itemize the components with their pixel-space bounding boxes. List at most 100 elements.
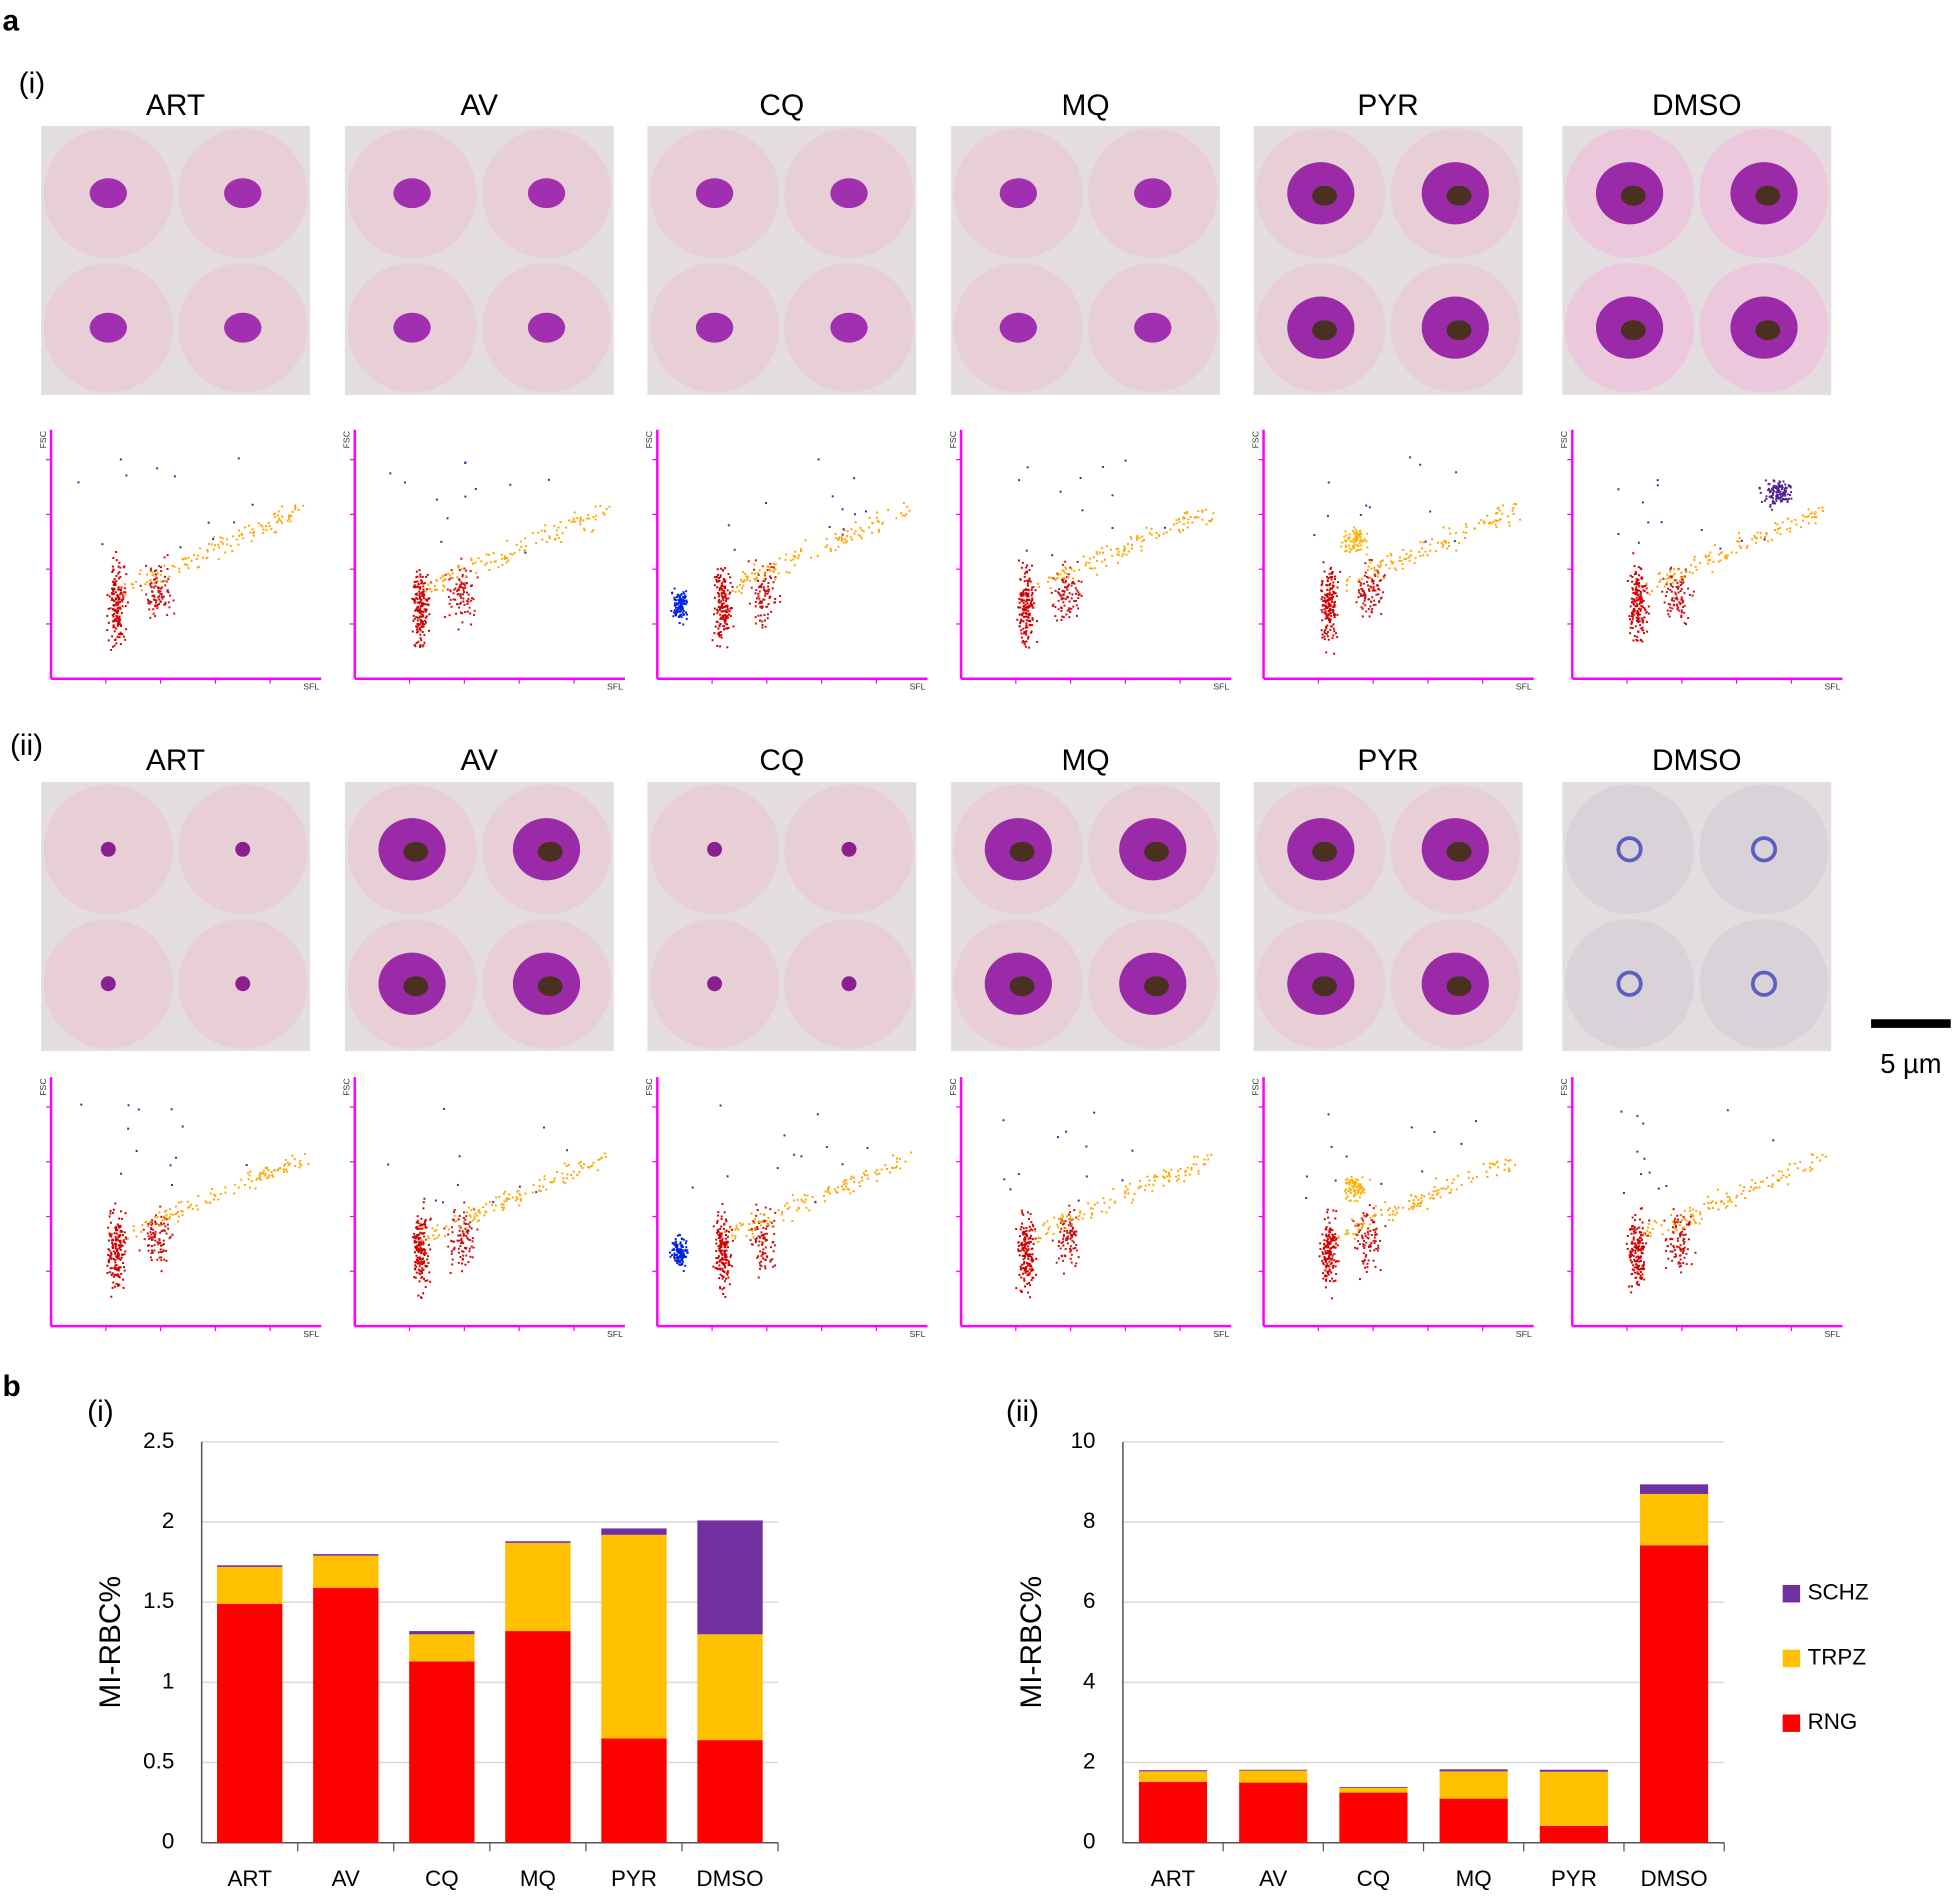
event (419, 593, 421, 595)
event (1028, 647, 1030, 649)
event (1362, 1212, 1364, 1214)
event (558, 537, 560, 539)
event (1025, 1267, 1027, 1269)
event (1779, 480, 1781, 482)
event (759, 591, 761, 593)
event (544, 530, 546, 532)
event (463, 568, 465, 570)
event (1197, 510, 1199, 512)
event (1356, 549, 1358, 551)
event (117, 1269, 119, 1271)
event (1672, 575, 1674, 577)
event (420, 582, 422, 584)
event (719, 645, 721, 647)
event (1366, 1266, 1368, 1268)
event (1057, 1136, 1059, 1138)
parasite (528, 313, 565, 343)
subpanel-label: (ii) (10, 729, 43, 762)
event (419, 1265, 421, 1267)
event (714, 597, 716, 599)
event (1512, 510, 1514, 512)
event (1020, 1277, 1022, 1279)
event (416, 1234, 418, 1236)
event (789, 1207, 791, 1209)
event (144, 1238, 146, 1240)
event (1069, 1232, 1071, 1234)
event (1325, 1280, 1327, 1282)
event (114, 1261, 116, 1263)
event (721, 1238, 723, 1240)
event (764, 595, 766, 597)
event (464, 611, 466, 613)
event (1480, 519, 1482, 521)
event (724, 1211, 726, 1213)
event (1670, 610, 1672, 612)
event (1630, 627, 1632, 629)
event (474, 562, 476, 564)
event (680, 604, 682, 606)
event (281, 505, 283, 507)
event (106, 1265, 108, 1267)
parasite (393, 178, 430, 208)
event (159, 1206, 161, 1208)
event (1667, 588, 1669, 590)
event (110, 607, 112, 609)
event (118, 1240, 120, 1242)
event (206, 557, 208, 559)
event (718, 1250, 720, 1252)
event (512, 1197, 514, 1199)
event (1018, 598, 1020, 600)
event (684, 600, 686, 602)
event (1073, 600, 1075, 602)
event (178, 571, 180, 573)
event (163, 596, 165, 598)
event (461, 1238, 463, 1240)
event (1367, 584, 1369, 586)
event (416, 601, 418, 603)
event (1062, 1245, 1064, 1247)
event (285, 1159, 287, 1161)
event (881, 1169, 883, 1171)
event (1790, 486, 1792, 488)
event (1741, 540, 1743, 542)
event (1687, 588, 1689, 590)
event (1076, 604, 1078, 606)
event (757, 615, 759, 617)
condition-label: ART (146, 89, 205, 122)
event (419, 1270, 421, 1272)
event (1020, 1268, 1022, 1270)
event (426, 1279, 428, 1281)
event (805, 1199, 807, 1201)
subpanel-label: (i) (19, 67, 46, 100)
event (1772, 502, 1774, 504)
event (1141, 540, 1143, 542)
event (520, 546, 522, 548)
event (867, 1178, 869, 1180)
event (565, 527, 567, 529)
event (1496, 520, 1498, 522)
event (283, 1171, 285, 1173)
event (841, 1185, 843, 1187)
event (1025, 646, 1027, 648)
event (1347, 1233, 1349, 1235)
event (827, 1188, 829, 1190)
event (119, 576, 121, 578)
event (755, 1229, 757, 1231)
event (1070, 1245, 1072, 1247)
event (1034, 1230, 1036, 1232)
event (154, 570, 156, 572)
event (1356, 531, 1358, 533)
event (161, 598, 163, 600)
event (1370, 610, 1372, 612)
event (1457, 1175, 1459, 1177)
event (113, 582, 115, 584)
event (716, 612, 718, 614)
event (1053, 1233, 1055, 1235)
event (443, 1108, 445, 1110)
event (1784, 483, 1786, 485)
event (1132, 1199, 1134, 1201)
event (755, 1215, 757, 1217)
event (170, 1213, 172, 1215)
event (1141, 536, 1143, 538)
